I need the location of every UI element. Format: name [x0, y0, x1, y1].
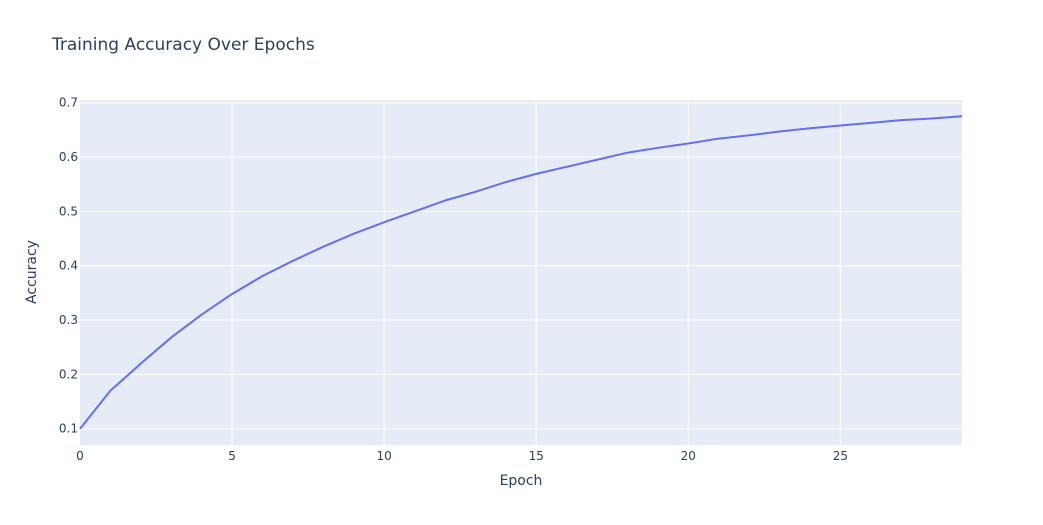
x-tick-label: 10: [376, 449, 391, 463]
y-tick-label: 0.1: [59, 422, 78, 436]
x-axis-title: Epoch: [500, 473, 543, 489]
y-tick-label: 0.5: [59, 204, 78, 218]
x-tick-label: 5: [228, 449, 236, 463]
x-gridlines: [231, 100, 841, 445]
y-tick-label: 0.4: [59, 259, 78, 273]
x-tick-label: 20: [681, 449, 696, 463]
chart-title: Training Accuracy Over Epochs: [51, 35, 315, 55]
y-tick-label: 0.3: [59, 313, 78, 327]
x-tick-label: 0: [76, 449, 84, 463]
y-tick-labels: 0.1 0.2 0.3 0.4 0.5 0.6 0.7: [59, 96, 78, 436]
y-tick-label: 0.7: [59, 96, 78, 110]
y-gridlines: [80, 102, 962, 430]
y-tick-label: 0.2: [59, 367, 78, 381]
series-lines: [79, 115, 963, 430]
x-tick-labels: 0 5 10 15 20 25: [76, 449, 848, 463]
series-line: [79, 115, 963, 430]
x-tick-label: 15: [529, 449, 544, 463]
y-axis-title: Accuracy: [24, 240, 40, 304]
plot-area: [80, 100, 962, 445]
y-tick-label: 0.6: [59, 150, 78, 164]
x-tick-label: 25: [833, 449, 848, 463]
